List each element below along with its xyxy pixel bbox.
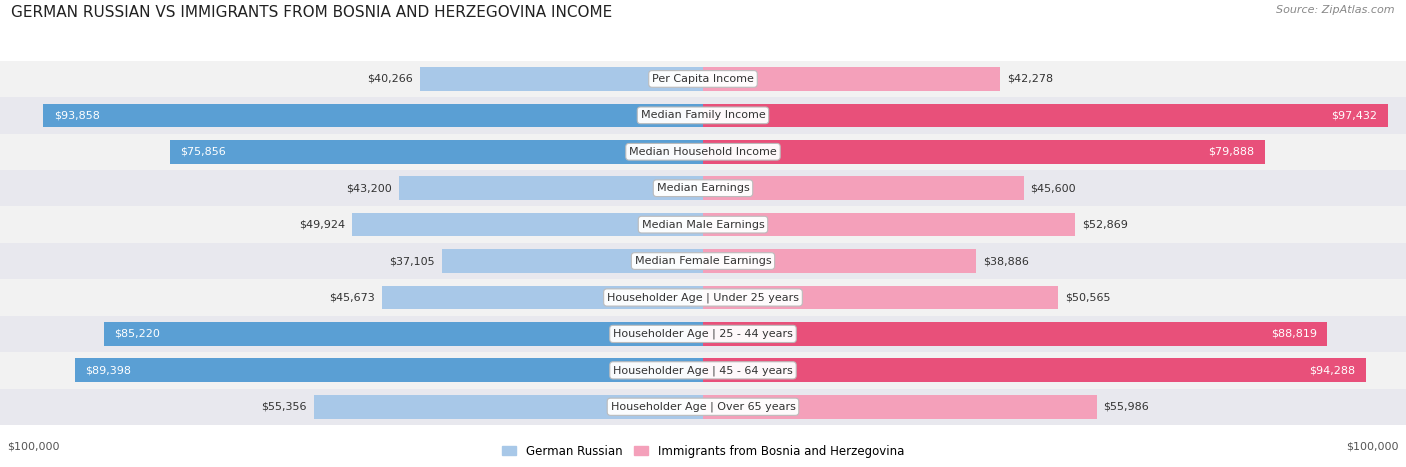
- Bar: [703, 140, 1264, 163]
- Bar: [703, 322, 1327, 346]
- Text: Householder Age | 45 - 64 years: Householder Age | 45 - 64 years: [613, 365, 793, 375]
- Legend: German Russian, Immigrants from Bosnia and Herzegovina: German Russian, Immigrants from Bosnia a…: [499, 441, 907, 461]
- Text: $55,986: $55,986: [1104, 402, 1149, 412]
- Bar: [104, 322, 703, 346]
- Text: $75,856: $75,856: [180, 147, 226, 157]
- Text: $55,356: $55,356: [262, 402, 307, 412]
- Bar: [0, 97, 1406, 134]
- Bar: [420, 67, 703, 91]
- Text: $49,924: $49,924: [299, 219, 344, 230]
- Text: Per Capita Income: Per Capita Income: [652, 74, 754, 84]
- Bar: [0, 316, 1406, 352]
- Text: $94,288: $94,288: [1309, 365, 1355, 375]
- Bar: [0, 206, 1406, 243]
- Bar: [44, 104, 703, 127]
- Text: $100,000: $100,000: [1347, 441, 1399, 451]
- Text: Median Household Income: Median Household Income: [628, 147, 778, 157]
- Text: Median Female Earnings: Median Female Earnings: [634, 256, 772, 266]
- Text: Median Family Income: Median Family Income: [641, 110, 765, 120]
- Text: GERMAN RUSSIAN VS IMMIGRANTS FROM BOSNIA AND HERZEGOVINA INCOME: GERMAN RUSSIAN VS IMMIGRANTS FROM BOSNIA…: [11, 5, 613, 20]
- Text: Median Earnings: Median Earnings: [657, 183, 749, 193]
- Bar: [703, 395, 1097, 418]
- Bar: [170, 140, 703, 163]
- Bar: [703, 286, 1059, 309]
- Bar: [0, 61, 1406, 97]
- Bar: [0, 279, 1406, 316]
- Text: $40,266: $40,266: [367, 74, 413, 84]
- Bar: [399, 177, 703, 200]
- Bar: [382, 286, 703, 309]
- Text: $45,600: $45,600: [1031, 183, 1076, 193]
- Bar: [0, 352, 1406, 389]
- Text: $93,858: $93,858: [53, 110, 100, 120]
- Bar: [703, 104, 1388, 127]
- Bar: [0, 243, 1406, 279]
- Text: $97,432: $97,432: [1331, 110, 1378, 120]
- Bar: [441, 249, 703, 273]
- Text: $37,105: $37,105: [389, 256, 434, 266]
- Text: $79,888: $79,888: [1208, 147, 1254, 157]
- Bar: [75, 359, 703, 382]
- Text: $88,819: $88,819: [1271, 329, 1317, 339]
- Text: $43,200: $43,200: [346, 183, 392, 193]
- Text: Householder Age | Over 65 years: Householder Age | Over 65 years: [610, 402, 796, 412]
- Bar: [703, 177, 1024, 200]
- Bar: [314, 395, 703, 418]
- Text: $85,220: $85,220: [114, 329, 160, 339]
- Text: $50,565: $50,565: [1066, 292, 1111, 303]
- Text: $89,398: $89,398: [86, 365, 131, 375]
- Text: $38,886: $38,886: [983, 256, 1029, 266]
- Bar: [703, 213, 1074, 236]
- Text: $100,000: $100,000: [7, 441, 59, 451]
- Text: Median Male Earnings: Median Male Earnings: [641, 219, 765, 230]
- Text: Householder Age | Under 25 years: Householder Age | Under 25 years: [607, 292, 799, 303]
- Text: Source: ZipAtlas.com: Source: ZipAtlas.com: [1277, 5, 1395, 14]
- Bar: [352, 213, 703, 236]
- Bar: [703, 67, 1000, 91]
- Bar: [0, 389, 1406, 425]
- Bar: [0, 170, 1406, 206]
- Bar: [0, 134, 1406, 170]
- Text: $52,869: $52,869: [1081, 219, 1128, 230]
- Bar: [703, 359, 1365, 382]
- Text: $45,673: $45,673: [329, 292, 375, 303]
- Text: Householder Age | 25 - 44 years: Householder Age | 25 - 44 years: [613, 329, 793, 339]
- Text: $42,278: $42,278: [1007, 74, 1053, 84]
- Bar: [703, 249, 976, 273]
